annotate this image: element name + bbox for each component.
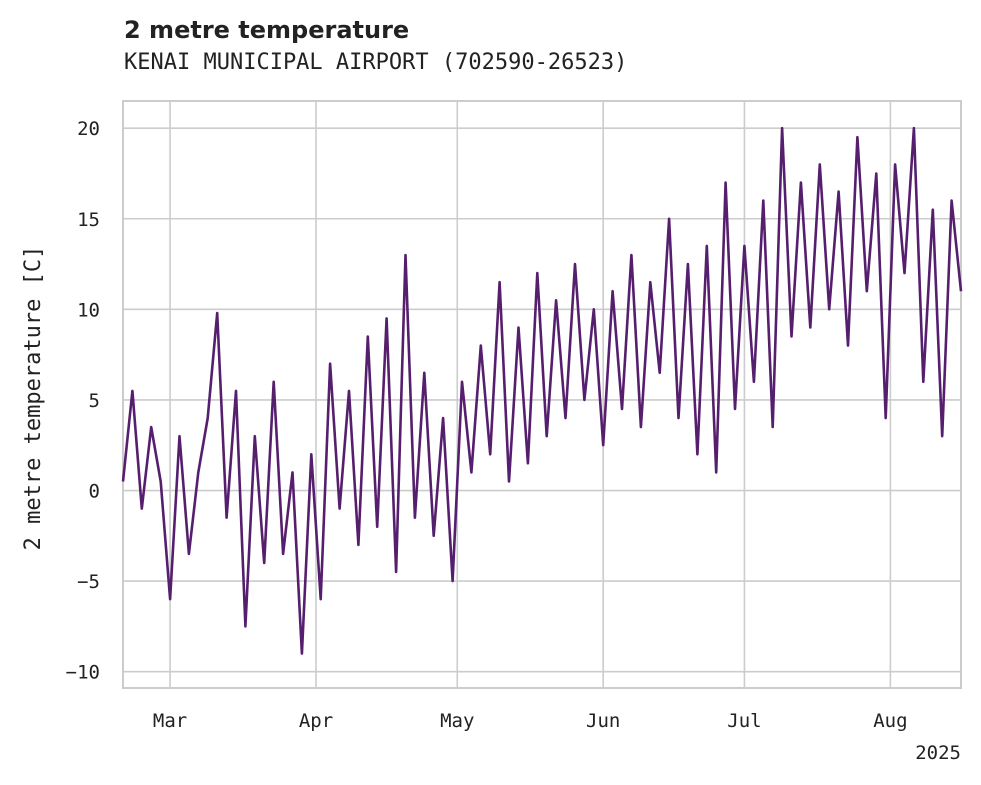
x-tick-label: May bbox=[440, 710, 474, 732]
temperature-series-line bbox=[121, 126, 963, 655]
y-tick-label: 20 bbox=[77, 118, 100, 140]
chart-title: 2 metre temperature bbox=[124, 16, 410, 44]
x-year-label: 2025 bbox=[915, 742, 961, 764]
x-tick-labels: Mar Apr May Jun Jul Aug bbox=[153, 710, 908, 732]
x-tick-label: Aug bbox=[873, 710, 907, 732]
x-tick-label: Apr bbox=[299, 710, 333, 732]
y-axis-label: 2 metre temperature [C] bbox=[21, 246, 46, 551]
y-tick-label: −10 bbox=[66, 662, 100, 684]
x-tick-label: Jul bbox=[727, 710, 761, 732]
grid-lines bbox=[123, 101, 961, 688]
plot-frame bbox=[122, 100, 962, 689]
y-tick-label: 0 bbox=[89, 481, 100, 503]
x-tick-label: Jun bbox=[586, 710, 620, 732]
chart-subtitle: KENAI MUNICIPAL AIRPORT (702590-26523) bbox=[124, 50, 628, 75]
y-tick-label: −5 bbox=[77, 571, 100, 593]
y-tick-label: 5 bbox=[89, 390, 100, 412]
x-tick-label: Mar bbox=[153, 710, 187, 732]
y-tick-label: 15 bbox=[77, 209, 100, 231]
y-tick-labels: −10 −5 0 5 10 15 20 bbox=[66, 118, 100, 684]
y-tick-label: 10 bbox=[77, 299, 100, 321]
